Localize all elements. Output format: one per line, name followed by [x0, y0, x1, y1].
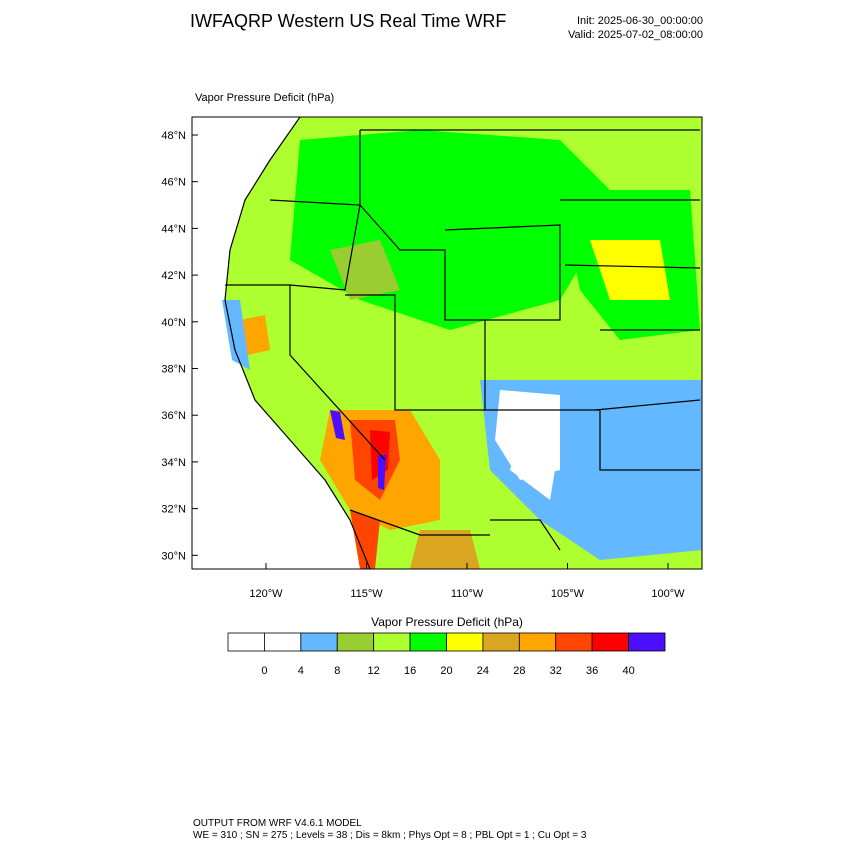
- colorbar-box: [446, 632, 484, 652]
- valid-time: Valid: 2025-07-02_08:00:00: [568, 29, 703, 41]
- colorbar-label: 0: [261, 665, 267, 677]
- colorbar-box: [409, 632, 447, 652]
- colorbar-box: [482, 632, 520, 652]
- lon-label: 115°W: [350, 588, 383, 600]
- colorbar-box: [518, 632, 557, 652]
- map-field: [192, 117, 702, 569]
- colorbar-label: 36: [586, 665, 598, 677]
- lon-label: 105°W: [551, 588, 585, 600]
- colorbar-label: 28: [513, 665, 525, 677]
- title: IWFAQRP Western US Real Time WRF: [190, 11, 506, 31]
- lon-label: 100°W: [651, 588, 685, 600]
- lat-label: 42°N: [161, 270, 186, 282]
- colorbar-box: [300, 632, 338, 652]
- lat-label: 48°N: [161, 130, 186, 142]
- init-time: Init: 2025-06-30_00:00:00: [577, 15, 703, 27]
- colorbar-label: 8: [334, 665, 340, 677]
- colorbar-box: [336, 632, 375, 652]
- lon-label: 110°W: [451, 588, 484, 600]
- lat-label: 32°N: [161, 504, 186, 516]
- colorbar-box: [628, 632, 666, 652]
- lon-label: 120°W: [249, 588, 283, 600]
- lat-label: 46°N: [161, 177, 186, 189]
- colorbar-box: [591, 632, 629, 652]
- colorbar-box: [373, 632, 411, 652]
- footer-line: WE = 310 ; SN = 275 ; Levels = 38 ; Dis …: [193, 830, 587, 841]
- colorbar: 0 4 8 12 16 20 24 28 32 36 40: [227, 632, 666, 677]
- colorbar-label: 32: [550, 665, 562, 677]
- colorbar-box: [264, 632, 302, 652]
- colorbar-title: Vapor Pressure Deficit (hPa): [371, 615, 523, 629]
- lat-label: 34°N: [161, 457, 186, 469]
- lat-label: 36°N: [161, 410, 186, 422]
- footer-line: OUTPUT FROM WRF V4.6.1 MODEL: [193, 818, 362, 829]
- lat-label: 38°N: [161, 364, 186, 376]
- lat-label: 30°N: [161, 550, 186, 562]
- lat-label: 44°N: [161, 223, 186, 235]
- field-label: Vapor Pressure Deficit (hPa): [195, 92, 334, 104]
- lat-label: 40°N: [161, 317, 186, 329]
- colorbar-box: [555, 632, 593, 652]
- colorbar-label: 12: [368, 665, 380, 677]
- colorbar-label: 24: [477, 665, 489, 677]
- axis-ticks: 48°N 46°N 44°N 42°N 40°N 38°N 36°N 34°N 32°N 30°N…: [161, 130, 685, 600]
- colorbar-label: 40: [622, 665, 634, 677]
- map-frame: [191, 116, 703, 570]
- colorbar-label: 16: [404, 665, 416, 677]
- colorbar-label: 20: [440, 665, 452, 677]
- colorbar-box: [227, 632, 265, 652]
- colorbar-label: 4: [298, 665, 304, 677]
